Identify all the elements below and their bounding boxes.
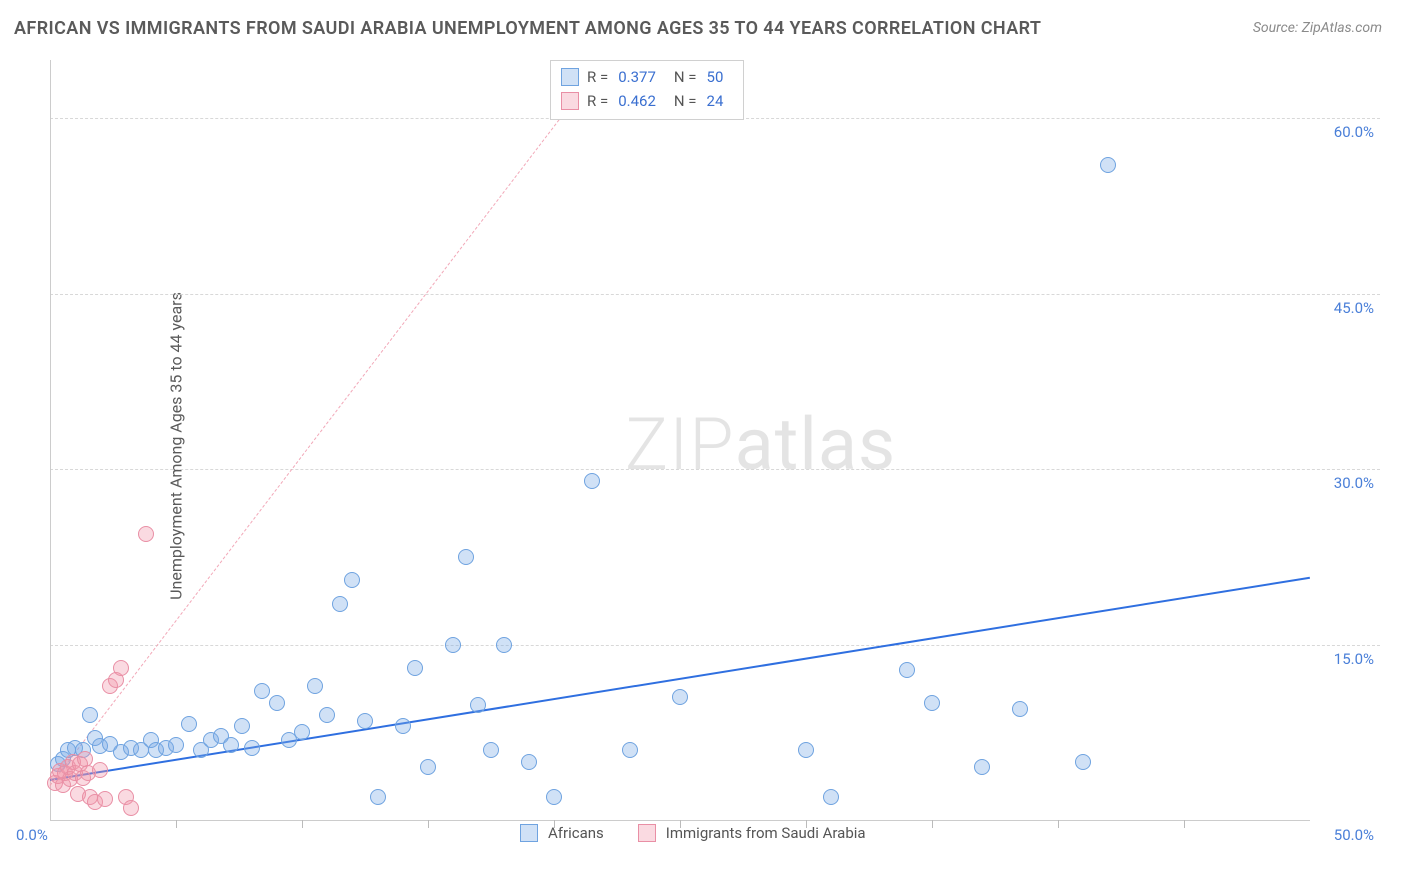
x-tick-mark <box>1058 820 1059 828</box>
data-point <box>244 740 260 756</box>
legend-r-label: R = <box>587 65 608 89</box>
data-point <box>395 718 411 734</box>
data-point <box>370 789 386 805</box>
source-attribution: Source: ZipAtlas.com <box>1253 20 1382 36</box>
legend-r-value: 0.377 <box>618 65 656 89</box>
x-tick-mark <box>932 820 933 828</box>
data-point <box>823 789 839 805</box>
trend-line <box>50 577 1310 781</box>
y-tick-label: 15.0% <box>1334 650 1374 668</box>
gridline <box>50 294 1380 295</box>
legend-stats-row: R = 0.377 N = 50 <box>561 65 733 89</box>
legend-n-label: N = <box>674 89 697 113</box>
data-point <box>622 742 638 758</box>
chart-title: AFRICAN VS IMMIGRANTS FROM SAUDI ARABIA … <box>14 18 1041 39</box>
x-max-label: 50.0% <box>1334 826 1374 844</box>
data-point <box>924 695 940 711</box>
data-point <box>254 683 270 699</box>
x-tick-mark <box>428 820 429 828</box>
y-tick-label: 60.0% <box>1334 123 1374 141</box>
data-point <box>168 737 184 753</box>
legend-swatch <box>520 824 538 842</box>
legend-series-label: Africans <box>548 824 604 842</box>
data-point <box>332 596 348 612</box>
legend-swatch <box>561 68 579 86</box>
x-origin-label: 0.0% <box>16 826 48 844</box>
data-point <box>123 800 139 816</box>
legend-n-value: 24 <box>707 89 724 113</box>
data-point <box>407 660 423 676</box>
x-tick-mark <box>1184 820 1185 828</box>
data-point <box>307 678 323 694</box>
legend-n-label: N = <box>674 65 697 89</box>
data-point <box>483 742 499 758</box>
x-tick-mark <box>302 820 303 828</box>
data-point <box>138 526 154 542</box>
y-tick-label: 45.0% <box>1334 299 1374 317</box>
watermark-text-a: ZIP <box>625 402 735 487</box>
legend-series-label: Immigrants from Saudi Arabia <box>666 824 866 842</box>
legend-swatch <box>561 92 579 110</box>
x-tick-mark <box>176 820 177 828</box>
data-point <box>319 707 335 723</box>
trend-line <box>50 60 605 786</box>
data-point <box>92 762 108 778</box>
legend-n-value: 50 <box>707 65 724 89</box>
legend-stats-box: R = 0.377 N = 50 R = 0.462 N = 24 <box>550 60 744 120</box>
plot-area: ZIPatlas 15.0%30.0%45.0%60.0%0.0%50.0%R … <box>50 52 1380 852</box>
data-point <box>584 473 600 489</box>
watermark-text-b: atlas <box>735 402 897 487</box>
data-point <box>420 759 436 775</box>
data-point <box>1075 754 1091 770</box>
data-point <box>546 789 562 805</box>
y-tick-label: 30.0% <box>1334 474 1374 492</box>
data-point <box>357 713 373 729</box>
data-point <box>521 754 537 770</box>
gridline <box>50 645 1380 646</box>
legend-swatch <box>638 824 656 842</box>
data-point <box>458 549 474 565</box>
data-point <box>344 572 360 588</box>
data-point <box>1012 701 1028 717</box>
data-point <box>798 742 814 758</box>
data-point <box>672 689 688 705</box>
y-axis <box>50 60 51 820</box>
data-point <box>269 695 285 711</box>
data-point <box>1100 157 1116 173</box>
data-point <box>974 759 990 775</box>
data-point <box>181 716 197 732</box>
gridline <box>50 469 1380 470</box>
data-point <box>899 662 915 678</box>
data-point <box>496 637 512 653</box>
watermark: ZIPatlas <box>625 402 896 487</box>
data-point <box>113 660 129 676</box>
legend-stats-row: R = 0.462 N = 24 <box>561 89 733 113</box>
legend-r-value: 0.462 <box>618 89 656 113</box>
legend-r-label: R = <box>587 89 608 113</box>
data-point <box>445 637 461 653</box>
data-point <box>82 707 98 723</box>
bottom-legend: Africans Immigrants from Saudi Arabia <box>520 824 890 842</box>
data-point <box>234 718 250 734</box>
data-point <box>97 791 113 807</box>
